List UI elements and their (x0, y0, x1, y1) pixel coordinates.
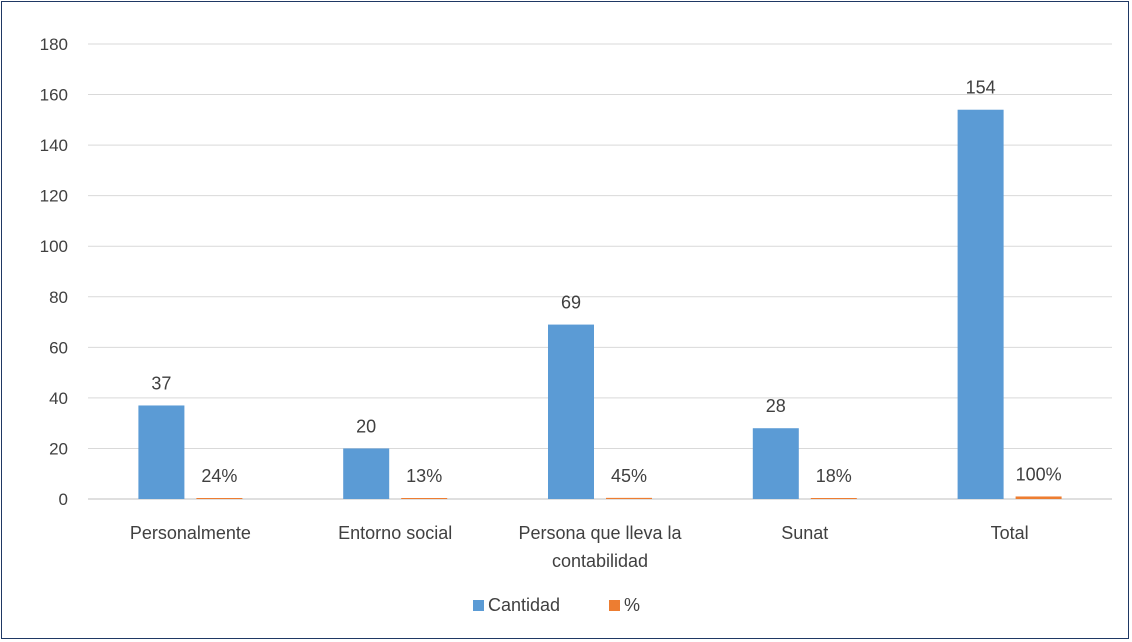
data-label-cantidad: 69 (561, 293, 581, 313)
x-tick-label: Persona que lleva la contabilidad (518, 523, 682, 571)
bar-cantidad (343, 448, 390, 499)
bar-percent (606, 497, 652, 499)
y-tick-label: 160 (40, 86, 68, 105)
bar-percent (401, 498, 448, 499)
y-axis-tick-labels: 0 20 40 60 80 100 120 140 160 180 (40, 35, 68, 509)
bar-percent (196, 498, 243, 499)
x-tick-label: Total (991, 523, 1029, 543)
data-label-percent: 45% (611, 466, 647, 486)
legend-label-cantidad: Cantidad (488, 595, 560, 615)
data-label-cantidad: 20 (356, 416, 376, 436)
legend-label-percent: % (624, 595, 640, 615)
data-label-percent: 100% (1016, 464, 1062, 484)
data-label-percent: 18% (816, 466, 852, 486)
bar-percent (810, 498, 857, 499)
legend: Cantidad% (473, 595, 640, 615)
bar-cantidad (752, 428, 799, 499)
y-tick-label: 20 (49, 439, 68, 458)
data-label-percent: 13% (406, 466, 442, 486)
y-tick-label: 80 (49, 288, 68, 307)
bar-cantidad (548, 324, 594, 499)
data-label-percent: 24% (201, 466, 237, 486)
bar-cantidad (957, 109, 1004, 499)
x-tick-label: Personalmente (130, 523, 251, 543)
data-label-cantidad: 154 (966, 78, 996, 98)
y-tick-label: 100 (40, 237, 68, 256)
legend-swatch-percent (609, 600, 620, 611)
legend-swatch-cantidad (473, 600, 484, 611)
bars (138, 109, 1062, 499)
data-label-cantidad: 37 (151, 373, 171, 393)
y-tick-label: 40 (49, 389, 68, 408)
data-label-cantidad: 28 (766, 396, 786, 416)
y-tick-label: 120 (40, 187, 68, 206)
x-tick-label: Entorno social (338, 523, 452, 543)
gridlines (88, 43, 1112, 500)
y-tick-label: 60 (49, 338, 68, 357)
data-labels: 37 24% 20 13% 69 45% 28 18% 154 100% (151, 78, 1061, 486)
y-tick-label: 140 (40, 136, 68, 155)
y-tick-label: 0 (59, 490, 68, 509)
bar-cantidad (138, 405, 185, 499)
x-axis-tick-labels: Personalmente Entorno social Persona que l… (130, 523, 1029, 571)
x-tick-label: Sunat (781, 523, 828, 543)
y-tick-label: 180 (40, 35, 68, 54)
bar-percent (1015, 496, 1062, 499)
